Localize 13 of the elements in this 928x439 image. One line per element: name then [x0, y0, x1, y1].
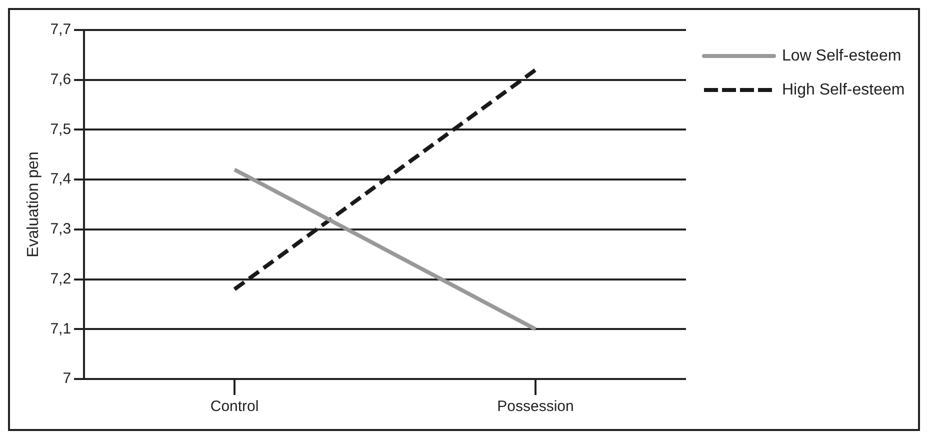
x-tick-label: Possession: [497, 398, 574, 416]
y-tick-label: 7,5: [50, 120, 72, 138]
y-tick-label: 7,2: [50, 270, 72, 288]
x-tick-label: Control: [210, 398, 259, 416]
y-tick-label: 7,3: [50, 220, 72, 238]
y-tick-label: 7,4: [50, 170, 72, 188]
y-tick-label: 7,7: [50, 21, 72, 38]
legend-label: High Self-esteem: [782, 81, 905, 98]
y-axis-title: Evaluation pen: [25, 152, 42, 258]
y-tick-label: 7,6: [50, 71, 72, 88]
legend-label: Low Self-esteem: [782, 47, 902, 64]
y-tick-label: 7,1: [50, 320, 72, 338]
y-tick-label: 7: [62, 370, 72, 388]
